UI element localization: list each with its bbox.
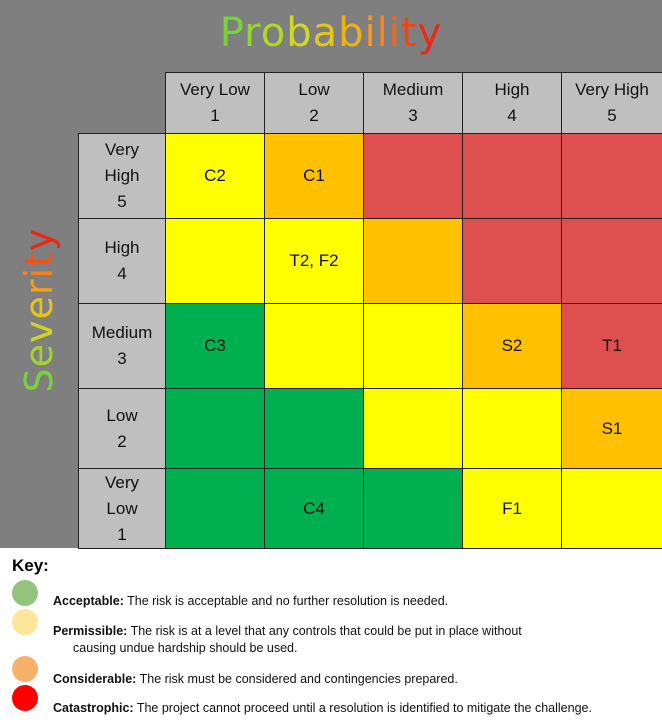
- risk-cell: [363, 133, 463, 219]
- risk-cell: [462, 133, 562, 219]
- risk-cell: [264, 303, 364, 389]
- risk-cell: [264, 388, 364, 469]
- risk-cell-label: C3: [204, 336, 226, 355]
- title-letter: b: [286, 10, 313, 56]
- risk-cell: [561, 218, 662, 304]
- column-header-label: Medium 3: [382, 80, 444, 125]
- risk-cell: [462, 388, 562, 469]
- acceptable-dot: [12, 580, 38, 606]
- column-header-label: Very Low 1: [180, 80, 250, 125]
- key-considerable-name: Considerable:: [53, 672, 137, 686]
- key-permissible-name: Permissible:: [53, 624, 128, 638]
- title-letter: y: [417, 10, 443, 56]
- risk-cell: T2, F2: [264, 218, 364, 304]
- key-acceptable: Acceptable: The risk is acceptable and n…: [53, 593, 653, 610]
- title-letter: l: [376, 10, 389, 56]
- risk-cell: S1: [561, 388, 662, 469]
- key-acceptable-desc: The risk is acceptable and no further re…: [127, 594, 449, 608]
- key-title: Key:: [12, 556, 49, 575]
- key-catastrophic-desc: The project cannot proceed until a resol…: [136, 701, 592, 715]
- title-letter: r: [244, 10, 261, 56]
- permissible-dot: [12, 609, 38, 635]
- title-letter: e: [17, 295, 61, 320]
- row-header: Very Low 1: [78, 468, 166, 549]
- key-considerable: Considerable: The risk must be considere…: [53, 671, 653, 688]
- risk-cell: [363, 218, 463, 304]
- key-acceptable-name: Acceptable:: [53, 594, 124, 608]
- row-header-label: Very Low 1: [104, 472, 140, 544]
- title-letter: t: [400, 10, 418, 56]
- risk-cell: C2: [165, 133, 265, 219]
- risk-cell: F1: [462, 468, 562, 549]
- risk-cell: [363, 303, 463, 389]
- risk-cell: [165, 468, 265, 549]
- title-letter: i: [17, 266, 61, 279]
- column-header: High 4: [462, 72, 562, 134]
- risk-cell: [165, 218, 265, 304]
- column-header: Medium 3: [363, 72, 463, 134]
- risk-cell: [363, 468, 463, 549]
- title-letter: S: [17, 367, 61, 393]
- column-header-label: Very High 5: [575, 80, 649, 125]
- title-letter: i: [388, 10, 401, 56]
- risk-cell: [363, 388, 463, 469]
- risk-cell-label: S1: [601, 418, 623, 438]
- risk-cell: [561, 468, 662, 549]
- title-letter: P: [219, 10, 245, 56]
- title-letter: a: [312, 10, 339, 56]
- key-considerable-desc: The risk must be considered and continge…: [139, 672, 458, 686]
- risk-cell-label: C4: [303, 498, 325, 518]
- title-letter: r: [17, 278, 61, 296]
- column-header: Very Low 1: [165, 72, 265, 134]
- row-header-label: Medium 3: [91, 323, 153, 368]
- row-header-label: Low 2: [106, 405, 138, 451]
- risk-cell: C4: [264, 468, 364, 549]
- risk-cell-label: C1: [303, 166, 325, 185]
- row-header-label: Very High 5: [104, 140, 140, 211]
- risk-cell-label: S2: [501, 336, 523, 355]
- severity-title: Severity: [17, 228, 61, 393]
- risk-cell: [462, 218, 562, 304]
- title-letter: b: [338, 10, 365, 56]
- probability-title: Probability: [0, 5, 662, 61]
- title-letter: i: [364, 10, 377, 56]
- row-header: Low 2: [78, 388, 166, 469]
- risk-cell: C3: [165, 303, 265, 389]
- key-permissible: Permissible: The risk is at a level that…: [53, 623, 653, 657]
- risk-cell: T1: [561, 303, 662, 389]
- title-letter: o: [260, 10, 287, 56]
- key-permissible-desc: The risk is at a level that any controls…: [130, 624, 522, 638]
- column-header: Very High 5: [561, 72, 662, 134]
- risk-cell-label: C2: [204, 166, 226, 185]
- risk-cell: S2: [462, 303, 562, 389]
- title-letter: e: [17, 342, 61, 368]
- column-header: Low 2: [264, 72, 364, 134]
- title-letter: t: [17, 251, 61, 267]
- row-header: Medium 3: [78, 303, 166, 389]
- risk-cell-label: T1: [602, 336, 622, 355]
- risk-cell-label: F1: [502, 498, 522, 518]
- considerable-dot: [12, 656, 38, 682]
- key-catastrophic: Catastrophic: The project cannot proceed…: [53, 700, 653, 717]
- risk-cell: [561, 133, 662, 219]
- column-header-label: High 4: [494, 80, 530, 125]
- key-permissible-desc2: causing undue hardship should be used.: [73, 641, 298, 655]
- risk-cell-label: T2, F2: [289, 251, 339, 270]
- title-letter: y: [17, 227, 61, 252]
- column-header-label: Low 2: [298, 80, 330, 125]
- row-header: Very High 5: [78, 133, 166, 219]
- catastrophic-dot: [12, 685, 38, 711]
- risk-cell: C1: [264, 133, 364, 219]
- title-letter: v: [17, 319, 61, 343]
- key-catastrophic-name: Catastrophic:: [53, 701, 134, 715]
- row-header: High 4: [78, 218, 166, 304]
- risk-cell: [165, 388, 265, 469]
- row-header-label: High 4: [104, 238, 140, 283]
